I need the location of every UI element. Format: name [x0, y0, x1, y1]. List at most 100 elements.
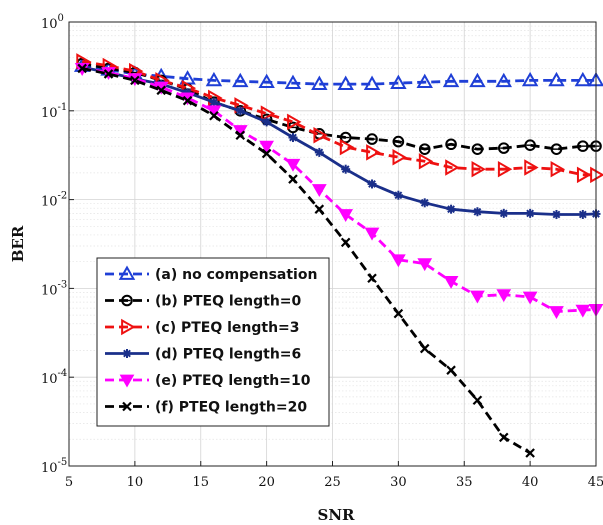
marker-stroke — [340, 237, 351, 248]
data-point — [340, 237, 351, 248]
data-point — [575, 304, 591, 318]
marker-stroke — [262, 117, 271, 126]
x-tick-label: 45 — [588, 475, 603, 490]
data-point — [314, 204, 325, 214]
data-point — [363, 75, 381, 90]
data-point — [209, 97, 219, 107]
data-point — [469, 72, 486, 88]
data-point — [522, 291, 538, 305]
marker-stroke — [77, 63, 87, 74]
data-point — [419, 343, 430, 354]
data-point — [338, 209, 354, 222]
legend-item: (f) PTEQ length=20 — [105, 400, 307, 416]
data-point — [391, 254, 406, 268]
data-point — [496, 289, 512, 303]
legend-item: (e) PTEQ length=10 — [105, 373, 311, 389]
x-tick-label: 15 — [192, 475, 209, 490]
marker-stroke — [236, 106, 245, 115]
marker-ring — [445, 138, 457, 151]
data-point — [156, 85, 167, 96]
legend-item: (c) PTEQ length=3 — [105, 318, 300, 336]
series-line — [81, 67, 531, 455]
data-point — [235, 130, 246, 141]
x-tick-label: 20 — [258, 475, 275, 490]
data-point — [261, 148, 272, 159]
data-point — [472, 395, 483, 406]
data-point — [578, 209, 588, 219]
marker-stroke — [498, 432, 509, 443]
marker-stroke — [122, 401, 132, 412]
data-point — [390, 74, 407, 89]
marker-ring — [471, 143, 484, 155]
marker-ring — [497, 142, 510, 154]
marker-stroke — [289, 133, 297, 142]
data-point — [366, 144, 381, 161]
marker-stroke — [130, 75, 140, 86]
data-point — [471, 160, 486, 178]
marker-stroke — [341, 165, 350, 174]
data-point — [550, 143, 563, 155]
series-line — [81, 64, 596, 86]
y-tick-label: 10-5 — [41, 457, 67, 476]
data-point — [497, 142, 510, 154]
data-point — [288, 174, 298, 184]
data-point — [577, 140, 589, 152]
data-point — [417, 258, 433, 272]
data-point — [392, 149, 407, 166]
data-point — [497, 160, 513, 178]
marker-stroke — [526, 209, 535, 218]
data-point — [364, 227, 380, 241]
marker-stroke — [182, 95, 193, 106]
legend-label: (e) PTEQ length=10 — [155, 373, 311, 389]
data-point — [574, 71, 592, 87]
legend-label: (f) PTEQ length=20 — [155, 400, 307, 416]
marker-stroke — [103, 69, 114, 79]
data-point — [366, 133, 378, 145]
marker-stroke — [525, 448, 535, 458]
data-point — [443, 275, 459, 289]
y-tick-label: 10-1 — [41, 102, 67, 121]
legend-label: (d) PTEQ length=6 — [155, 347, 301, 363]
data-point — [77, 63, 87, 74]
series-line — [81, 60, 596, 177]
data-point — [288, 133, 298, 143]
marker-stroke — [156, 85, 167, 96]
legend-marker — [122, 349, 132, 358]
y-tick-label: 10-4 — [41, 368, 67, 387]
legend-label: (a) no compensation — [155, 267, 317, 283]
legend-marker — [121, 318, 136, 336]
data-point — [393, 308, 404, 319]
data-point — [445, 159, 460, 176]
data-point — [367, 273, 377, 284]
x-tick-label: 30 — [390, 475, 407, 490]
data-point — [418, 143, 431, 155]
marker-stroke — [123, 349, 131, 358]
data-point — [311, 75, 328, 90]
y-tick-label: 10-2 — [41, 191, 67, 210]
data-point — [339, 138, 355, 156]
data-point — [495, 72, 512, 88]
legend-marker — [122, 401, 132, 412]
y-axis-label: BER — [9, 225, 27, 262]
marker-stroke — [552, 210, 561, 219]
series-line — [81, 67, 597, 313]
marker-stroke — [393, 308, 404, 319]
axes — [68, 21, 597, 467]
x-axis-label: SNR — [317, 506, 355, 524]
data-point — [367, 179, 377, 189]
marker-stroke — [368, 180, 376, 188]
marker-stroke — [210, 98, 218, 107]
series-group — [73, 53, 603, 458]
marker-stroke — [447, 205, 455, 214]
data-point — [416, 73, 433, 89]
data-point — [287, 113, 302, 131]
x-tick-label: 25 — [324, 475, 341, 490]
legend-marker — [121, 294, 133, 307]
data-point — [548, 71, 565, 87]
series-6 — [77, 63, 535, 458]
marker-ring — [366, 133, 378, 145]
legend-label: (b) PTEQ length=0 — [155, 294, 302, 310]
data-point — [446, 365, 456, 375]
legend-label: (c) PTEQ length=3 — [155, 320, 300, 336]
